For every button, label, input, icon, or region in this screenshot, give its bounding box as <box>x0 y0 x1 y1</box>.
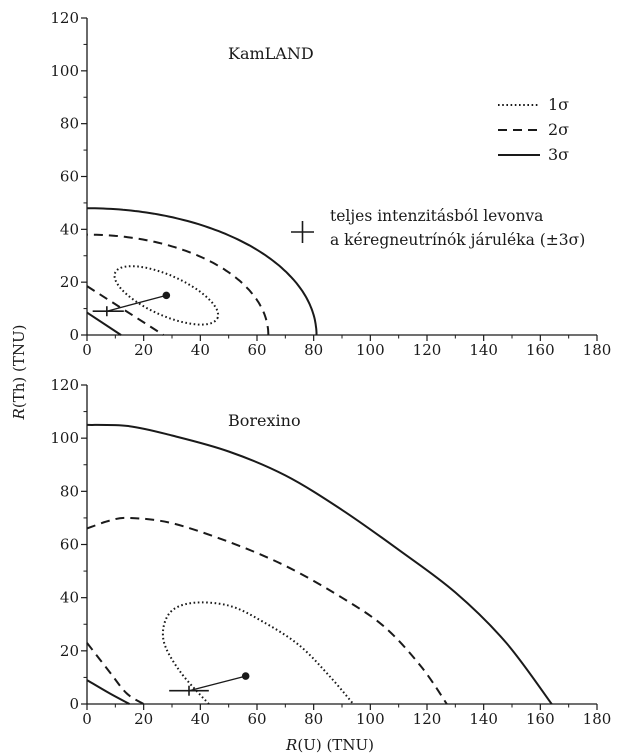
legend-label-3sigma: 3σ <box>548 145 569 164</box>
kamland-x-tick-label: 180 <box>583 341 612 359</box>
x-axis-label-text: (U) (TNU) <box>297 736 374 754</box>
borexino-contour-2sigma <box>86 642 145 705</box>
borexino-contour-2sigma <box>86 516 448 705</box>
borexino-x-tick-label: 180 <box>583 710 612 728</box>
borexino-x-tick-label: 40 <box>191 710 210 728</box>
kamland-contour-2sigma <box>87 233 270 335</box>
kamland-x-tick-label: 60 <box>247 341 266 359</box>
kamland-x-tick-label: 40 <box>191 341 210 359</box>
legend-label-1sigma: 1σ <box>548 95 569 114</box>
kamland-y-tick-label: 80 <box>60 115 79 133</box>
borexino-x-tick-label: 140 <box>469 710 498 728</box>
crust-subtraction-note: teljes intenzitásból levonva a kéregneut… <box>291 207 585 249</box>
legend-label-2sigma: 2σ <box>548 120 569 139</box>
kamland-x-tick-label: 160 <box>526 341 555 359</box>
kamland-x-tick-label: 20 <box>134 341 153 359</box>
borexino-contour-1sigma <box>161 601 355 705</box>
kamland-y-tick-label: 60 <box>60 168 79 186</box>
kamland-contour-2sigma <box>86 285 165 336</box>
borexino-x-tick-label: 80 <box>304 710 323 728</box>
borexino-y-tick-label: 80 <box>60 482 79 500</box>
borexino-contour-3sigma <box>86 679 130 705</box>
borexino-x-tick-label: 20 <box>134 710 153 728</box>
kamland-x-tick-label: 0 <box>82 341 92 359</box>
borexino-y-tick-label: 0 <box>69 695 79 713</box>
borexino-x-tick-label: 60 <box>247 710 266 728</box>
borexino-best-fit-point <box>241 672 250 680</box>
kamland-x-tick-label: 80 <box>304 341 323 359</box>
borexino-x-tick-label: 0 <box>82 710 92 728</box>
note-line-2: a kéregneutrínók járuléka (±3σ) <box>330 231 585 249</box>
x-axis-label: R(U) (TNU) <box>285 736 374 754</box>
kamland-panel: 0 20 40 60 80 100 120 140 160 180 0 20 40 60 80 100 120 K… <box>50 9 611 359</box>
borexino-panel: 0 20 40 60 80 100 120 140 160 180 0 20 40 60 80 100 120 B… <box>50 376 611 728</box>
legend: 1σ 2σ 3σ <box>498 95 569 164</box>
borexino-y-tick-label: 100 <box>50 429 79 447</box>
kamland-y-tick-label: 0 <box>69 326 79 344</box>
kamland-contour-1sigma <box>113 265 220 326</box>
note-line-1: teljes intenzitásból levonva <box>330 207 543 225</box>
kamland-y-tick-label: 40 <box>60 220 79 238</box>
borexino-y-tick-label: 60 <box>60 536 79 554</box>
kamland-x-tick-label: 100 <box>356 341 385 359</box>
kamland-y-tick-label: 20 <box>60 273 79 291</box>
borexino-x-tick-label: 100 <box>356 710 385 728</box>
kamland-contour-3sigma <box>87 207 318 335</box>
borexino-x-tick-label: 120 <box>413 710 442 728</box>
y-axis-label-symbol: R <box>10 408 28 420</box>
kamland-best-fit-point <box>162 291 171 300</box>
kamland-x-tick-label: 120 <box>413 341 442 359</box>
kamland-y-tick-label: 120 <box>50 9 79 27</box>
borexino-y-tick-label: 40 <box>60 589 79 607</box>
borexino-connector-line <box>188 675 246 692</box>
x-axis-label-symbol: R <box>285 736 297 754</box>
kamland-connector-line <box>106 294 167 312</box>
kamland-x-tick-label: 140 <box>469 341 498 359</box>
borexino-y-tick-label: 20 <box>60 642 79 660</box>
kamland-contour-3sigma <box>86 311 122 336</box>
borexino-contour-3sigma <box>86 423 553 705</box>
borexino-y-tick-label: 120 <box>50 376 79 394</box>
y-axis-label: R(Th) (TNU) <box>10 325 28 421</box>
borexino-x-tick-label: 160 <box>526 710 555 728</box>
kamland-title: KamLAND <box>228 44 314 63</box>
kamland-y-tick-label: 100 <box>50 62 79 80</box>
borexino-title: Borexino <box>228 411 301 430</box>
y-axis-label-text: (Th) (TNU) <box>10 325 28 409</box>
